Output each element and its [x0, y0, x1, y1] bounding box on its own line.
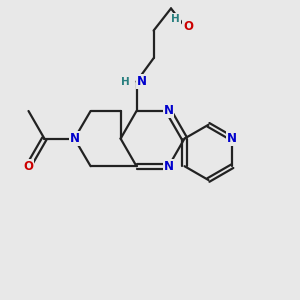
- Text: H: H: [121, 76, 130, 87]
- Text: N: N: [164, 104, 174, 118]
- Text: O: O: [183, 20, 193, 33]
- Text: N: N: [69, 132, 80, 145]
- Text: N: N: [164, 160, 174, 173]
- Text: N: N: [227, 132, 237, 145]
- Text: O: O: [23, 160, 34, 173]
- Text: H: H: [171, 14, 180, 24]
- Text: N: N: [137, 75, 147, 88]
